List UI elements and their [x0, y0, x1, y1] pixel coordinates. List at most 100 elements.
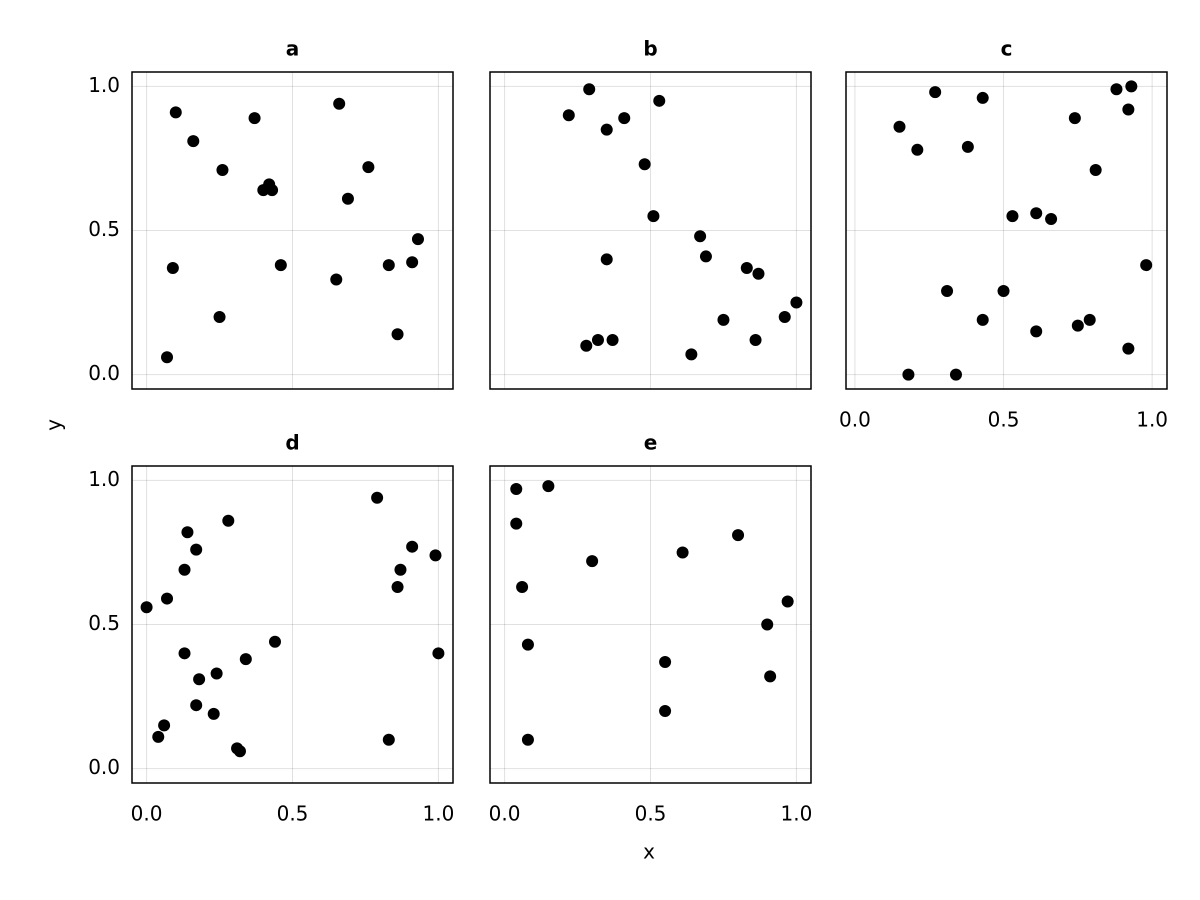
- point: [330, 273, 343, 286]
- point: [764, 670, 777, 683]
- point: [193, 673, 206, 686]
- point: [781, 595, 794, 608]
- subplot-title: d: [285, 431, 299, 455]
- point: [941, 285, 954, 298]
- x-tick-label: 0.5: [635, 802, 667, 826]
- subplot: e 0.0 0.5 1.0: [489, 431, 813, 826]
- point: [521, 638, 534, 651]
- point: [187, 135, 200, 148]
- point: [1045, 212, 1058, 225]
- x-tick-label: 0.5: [988, 408, 1020, 432]
- point: [222, 514, 235, 527]
- x-tick-label: 0.0: [131, 802, 163, 826]
- point: [152, 730, 165, 743]
- point: [406, 540, 419, 553]
- point: [510, 517, 523, 530]
- point: [1030, 325, 1043, 338]
- point: [411, 233, 424, 246]
- point: [591, 334, 604, 347]
- point: [266, 184, 279, 197]
- point: [233, 745, 246, 758]
- point: [333, 97, 346, 110]
- subplot-title: b: [643, 37, 657, 61]
- point: [600, 123, 613, 136]
- point: [659, 704, 672, 717]
- point: [274, 259, 287, 272]
- point: [391, 328, 404, 341]
- point: [1068, 112, 1081, 125]
- x-tick-label: 1.0: [1136, 408, 1168, 432]
- subplot: c 0.0 0.5 1.0: [839, 37, 1168, 432]
- point: [778, 310, 791, 323]
- point: [1089, 163, 1102, 176]
- point: [1006, 210, 1019, 223]
- point: [406, 256, 419, 269]
- point: [362, 161, 375, 174]
- point: [432, 647, 445, 660]
- point: [161, 592, 174, 605]
- point: [169, 106, 182, 119]
- point: [699, 250, 712, 263]
- y-tick-label: 1.0: [88, 467, 120, 491]
- x-tick-label: 1.0: [423, 802, 455, 826]
- y-tick-label: 0.0: [88, 755, 120, 779]
- x-tick-label: 0.0: [839, 408, 871, 432]
- subplot-title: a: [286, 37, 300, 61]
- point: [181, 526, 194, 539]
- point: [382, 259, 395, 272]
- y-tick-label: 1.0: [88, 73, 120, 97]
- x-tick-label: 1.0: [781, 802, 813, 826]
- point: [1071, 319, 1084, 332]
- y-tick-label: 0.5: [88, 217, 120, 241]
- point: [213, 310, 226, 323]
- point: [562, 109, 575, 122]
- subplot-title: e: [644, 431, 658, 455]
- point: [653, 94, 666, 107]
- point: [1122, 342, 1135, 355]
- point: [394, 563, 407, 576]
- plot-frame: [131, 465, 454, 784]
- point: [391, 581, 404, 594]
- y-tick-label: 0.0: [88, 361, 120, 385]
- point: [949, 368, 962, 381]
- point: [239, 653, 252, 666]
- point: [158, 719, 171, 732]
- subplot: a 0.0 0.5 1.0: [88, 37, 454, 390]
- point: [516, 581, 529, 594]
- point: [761, 618, 774, 631]
- y-axis-label: y: [42, 419, 66, 431]
- point: [717, 313, 730, 326]
- point: [161, 351, 174, 364]
- point: [580, 339, 593, 352]
- plot-frame: [845, 71, 1168, 390]
- point: [606, 334, 619, 347]
- point: [216, 163, 229, 176]
- point: [749, 334, 762, 347]
- point: [976, 91, 989, 104]
- point: [929, 86, 942, 99]
- point: [542, 480, 555, 493]
- point: [178, 563, 191, 576]
- point: [190, 699, 203, 712]
- point: [685, 348, 698, 361]
- subplot: d 0.0 0.5 1.0 0.0 0.5 1.0: [88, 431, 454, 826]
- x-axis-label: x: [643, 840, 655, 864]
- point: [618, 112, 631, 125]
- point: [976, 313, 989, 326]
- point: [911, 143, 924, 156]
- point: [893, 120, 906, 133]
- point: [583, 83, 596, 96]
- point: [586, 555, 599, 568]
- point: [790, 296, 803, 309]
- plot-frame: [489, 465, 812, 784]
- point: [178, 647, 191, 660]
- point: [694, 230, 707, 243]
- point: [647, 210, 660, 223]
- x-tick-label: 0.5: [277, 802, 309, 826]
- point: [1110, 83, 1123, 96]
- point: [600, 253, 613, 266]
- point: [1140, 259, 1153, 272]
- point: [997, 285, 1010, 298]
- point: [740, 261, 753, 274]
- point: [341, 192, 354, 205]
